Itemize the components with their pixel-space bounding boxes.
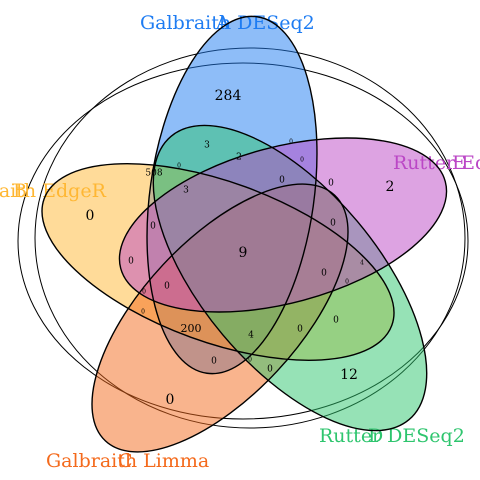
region-bc-tiny: 0 [141, 309, 145, 316]
outline-rutter-deseq2 [152, 124, 428, 432]
outline-rutter-edger [118, 137, 448, 313]
region-cd-right: 0 [333, 316, 339, 326]
region-all-five: 9 [239, 245, 248, 261]
outline-galbraith-deseq2 [146, 15, 318, 375]
set-label-overlay-e: E [452, 152, 466, 174]
region-c-only: 0 [166, 392, 175, 408]
set-ellipses [42, 16, 447, 452]
ellipse-rutter-edger [119, 138, 447, 312]
outline-galbraith-edger [41, 163, 395, 361]
region-de-tiny: 0 [345, 279, 349, 286]
region-ae-tiny: 0 [300, 157, 304, 164]
region-de-side: 4 [360, 260, 364, 267]
set-outlines [41, 15, 448, 453]
region-bd: 0 [297, 325, 303, 335]
region-cde: 0 [330, 219, 336, 229]
region-b-only: 0 [86, 208, 95, 224]
set-label-overlay-a: A [215, 12, 230, 34]
region-be-left: 0 [150, 222, 156, 232]
region-de-top: 0 [289, 139, 293, 146]
region-bc: 200 [181, 322, 202, 335]
set-label-overlay-d: D [368, 425, 383, 447]
set-label-galbraith-edger: Galbraith EdgeR [0, 180, 107, 202]
region-ae-upper: 3 [204, 141, 210, 151]
region-c-inner: 0 [211, 357, 217, 367]
region-cd-bottom: 0 [248, 357, 252, 364]
set-labels: Galbraith DESeq2 A Galbraith EdgeR B Gal… [0, 12, 480, 472]
region-b-left: 0 [128, 257, 134, 267]
set-label-overlay-c: C [118, 450, 133, 472]
region-d-only: 12 [340, 367, 358, 383]
region-e-only: 2 [386, 179, 395, 195]
region-bcd: 4 [248, 331, 254, 341]
region-ab-tiny: 0 [177, 163, 181, 170]
region-ad-upper: 0 [279, 176, 285, 186]
set-label-galbraith-deseq2: Galbraith DESeq2 [140, 12, 315, 34]
region-a-only: 284 [215, 88, 242, 104]
set-label-rutter-deseq2: Rutter DESeq2 [319, 425, 465, 447]
region-de-right: 0 [328, 179, 334, 189]
outline-galbraith-limma [91, 183, 349, 453]
region-be-tiny: 0 [142, 289, 146, 296]
set-label-rutter-edger: Rutter EdgeR [393, 152, 480, 174]
region-abc: 0 [164, 282, 170, 292]
region-abe: 3 [183, 186, 189, 196]
set-label-galbraith-limma: Galbraith Limma [46, 450, 209, 472]
region-acd: 0 [321, 269, 327, 279]
region-d-inner: 0 [267, 365, 273, 375]
set-label-overlay-b: B [13, 180, 27, 202]
